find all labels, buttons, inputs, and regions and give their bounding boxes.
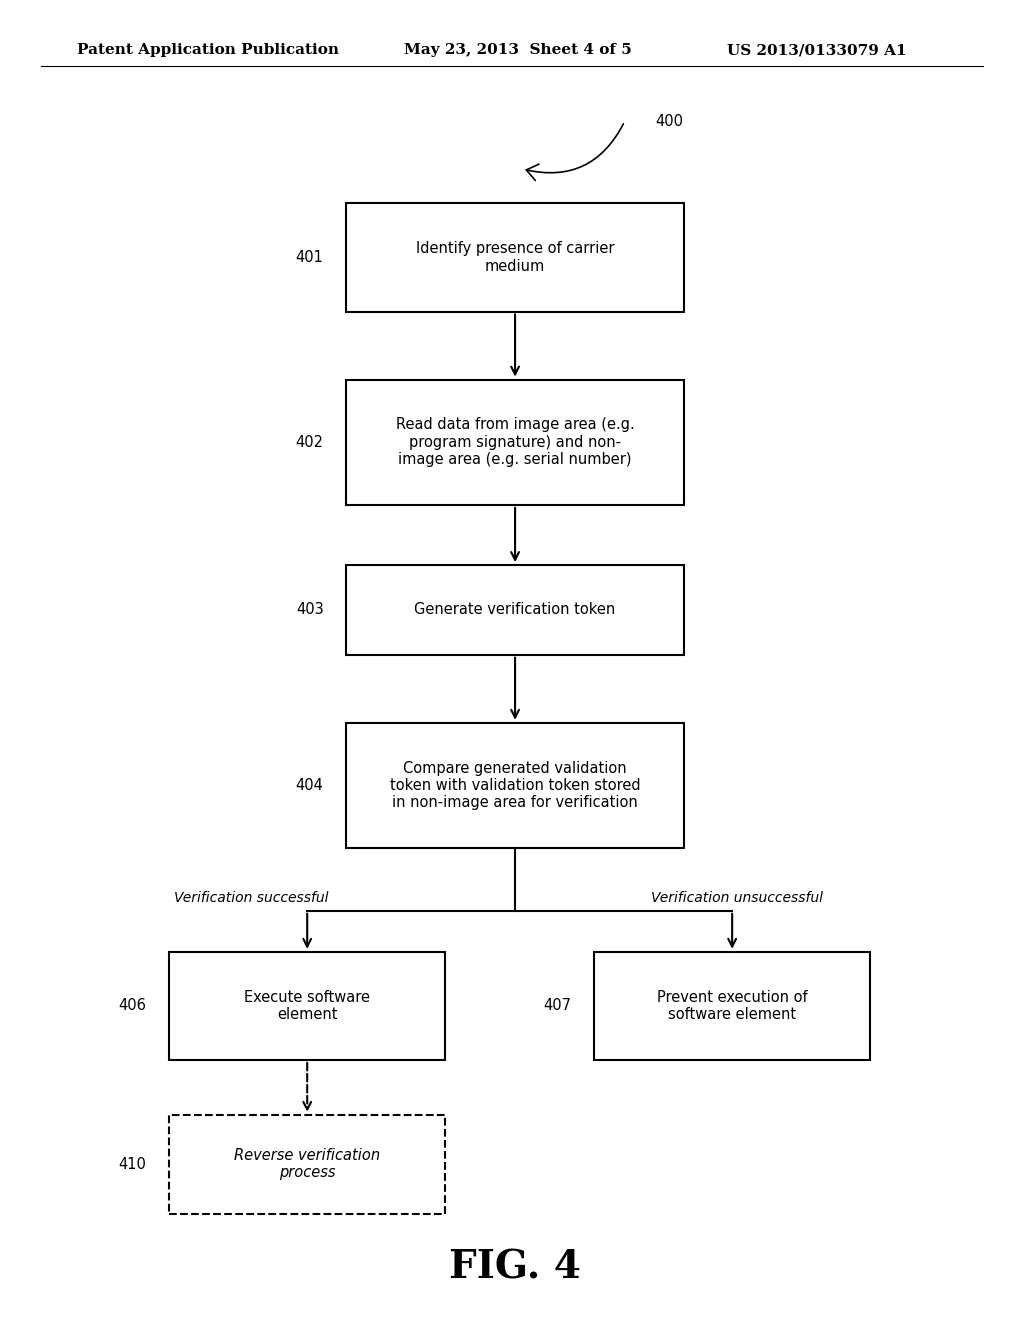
Text: FIG. 4: FIG. 4 [450,1249,581,1286]
Text: US 2013/0133079 A1: US 2013/0133079 A1 [727,44,906,57]
Text: 404: 404 [296,777,324,793]
Bar [346,565,684,655]
Text: Compare generated validation
token with validation token stored
in non-image are: Compare generated validation token with … [390,760,640,810]
Bar [169,1114,445,1214]
Bar [169,952,445,1060]
Text: 401: 401 [296,249,324,265]
Text: Identify presence of carrier
medium: Identify presence of carrier medium [416,242,614,273]
Text: Verification successful: Verification successful [174,891,328,904]
Bar [346,723,684,847]
Text: 403: 403 [296,602,324,618]
Text: 400: 400 [655,114,683,129]
Text: Prevent execution of
software element: Prevent execution of software element [656,990,808,1022]
Text: Reverse verification
process: Reverse verification process [234,1148,380,1180]
Text: Generate verification token: Generate verification token [415,602,615,618]
FancyArrowPatch shape [526,124,624,181]
Text: 402: 402 [296,434,324,450]
Text: 406: 406 [119,998,146,1014]
Text: Patent Application Publication: Patent Application Publication [77,44,339,57]
Bar [594,952,870,1060]
Bar [346,203,684,312]
Text: Execute software
element: Execute software element [244,990,371,1022]
Text: 410: 410 [119,1156,146,1172]
Text: Verification unsuccessful: Verification unsuccessful [651,891,823,904]
Text: Read data from image area (e.g.
program signature) and non-
image area (e.g. ser: Read data from image area (e.g. program … [395,417,635,467]
Text: 407: 407 [544,998,571,1014]
Bar [346,380,684,504]
Text: May 23, 2013  Sheet 4 of 5: May 23, 2013 Sheet 4 of 5 [404,44,632,57]
